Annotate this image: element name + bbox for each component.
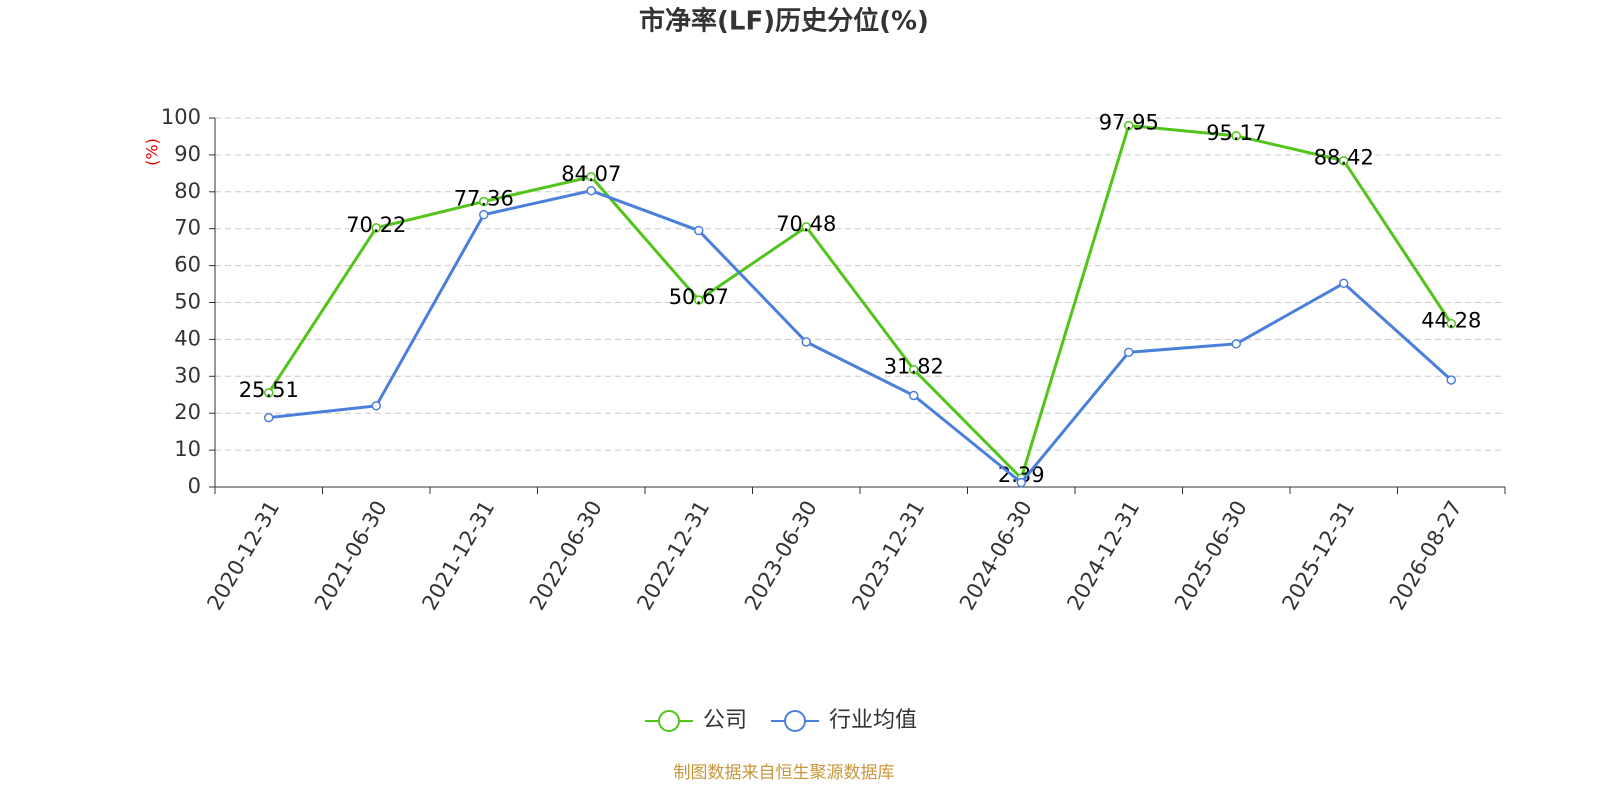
point [909, 390, 919, 401]
point [694, 225, 704, 236]
point [264, 412, 274, 423]
y-tick-label: 10 [174, 437, 201, 461]
point [371, 401, 381, 411]
x-tick-label: 2021-12-31 [417, 497, 499, 615]
point [1446, 318, 1456, 329]
data-label: 44.28 [1421, 309, 1481, 333]
y-tick-label: 20 [174, 400, 201, 424]
y-tick-label: 80 [174, 179, 201, 203]
data-label: 50.67 [669, 285, 729, 309]
x-tick-label: 2023-06-30 [740, 497, 822, 615]
data-label: 77.36 [454, 187, 514, 211]
legend-label: 公司 [703, 708, 747, 733]
x-tick-label: 2024-06-30 [955, 497, 1037, 615]
legend-label: 行业均值 [829, 708, 917, 733]
x-tick-label: 2025-12-31 [1277, 497, 1359, 615]
data-label: 70.48 [776, 212, 836, 236]
x-tick-label: 2020-12-31 [202, 497, 284, 615]
point [586, 185, 596, 196]
point [479, 209, 489, 220]
point [371, 223, 381, 233]
x-tick-label: 2024-12-31 [1062, 497, 1144, 615]
y-axis-label: (%) [143, 138, 162, 166]
data-label: 88.42 [1314, 146, 1374, 170]
data-label: 97.95 [1099, 111, 1159, 135]
data-label: 95.17 [1206, 121, 1266, 145]
point [909, 364, 919, 375]
point [1016, 477, 1026, 488]
data-label: 31.82 [884, 355, 944, 379]
y-tick-label: 60 [174, 253, 201, 277]
x-tick-label: 2025-06-30 [1170, 497, 1252, 615]
point [264, 388, 274, 398]
legend-marker [784, 710, 807, 732]
point [1124, 120, 1134, 131]
x-tick-label: 2023-12-31 [847, 497, 929, 615]
x-tick-label: 2026-08-27 [1385, 497, 1467, 615]
y-tick-label: 0 [188, 474, 201, 498]
point [1231, 131, 1241, 141]
series-line [267, 123, 1453, 482]
point [1339, 155, 1349, 166]
data-label: 25.51 [239, 378, 299, 402]
point [694, 295, 704, 305]
point [1231, 339, 1241, 349]
y-tick-label: 50 [174, 290, 201, 314]
data-label: 70.22 [346, 213, 406, 237]
series-line [268, 189, 1453, 485]
x-tick-label: 2021-06-30 [310, 497, 392, 615]
x-tick-label: 2022-06-30 [525, 497, 607, 615]
data-label: 84.07 [561, 162, 621, 186]
point [479, 196, 489, 207]
y-tick-label: 40 [174, 326, 201, 350]
chart-title: 市净率(LF)历史分位(%) [639, 6, 929, 37]
point [801, 337, 811, 347]
x-tick-label: 2022-12-31 [632, 497, 714, 615]
y-tick-label: 90 [174, 142, 201, 166]
point [801, 222, 811, 232]
y-tick-label: 30 [174, 363, 201, 387]
point [586, 172, 596, 182]
y-tick-label: 70 [174, 216, 201, 240]
legend-marker [658, 710, 680, 732]
footer: 制图数据来自恒生聚源数据库 [674, 763, 895, 783]
point [1446, 375, 1456, 385]
y-tick-label: 100 [161, 105, 201, 129]
point [1339, 278, 1349, 289]
point [1124, 347, 1134, 358]
